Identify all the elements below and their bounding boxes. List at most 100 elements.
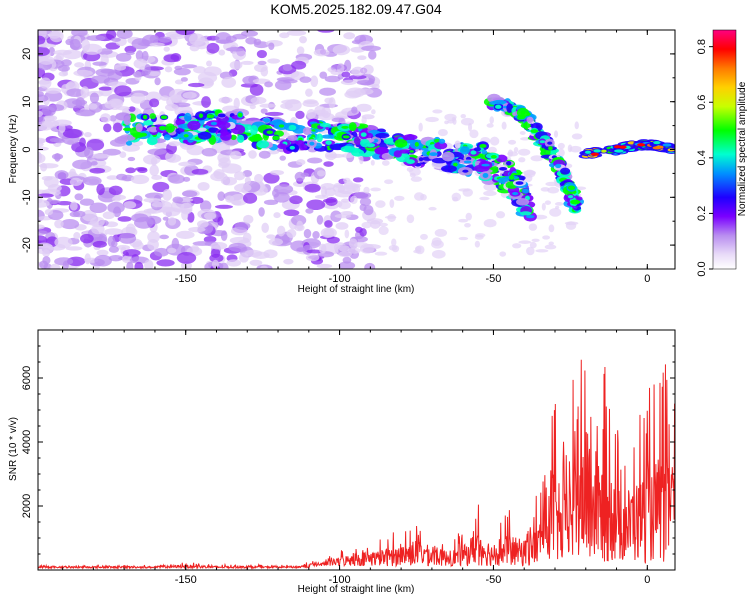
- spectrogram-blob: [378, 222, 388, 227]
- spectrogram-blob: [38, 163, 59, 169]
- spectrogram-blob: [361, 45, 382, 52]
- spectrogram-blob: [128, 106, 136, 112]
- spectrogram-blob: [60, 218, 80, 230]
- spectrogram-blob: [318, 243, 327, 254]
- spectrogram-blob: [277, 225, 286, 237]
- spectrogram-blob: [102, 211, 115, 220]
- spectrogram-blob: [209, 253, 224, 263]
- spectrogram-blob: [165, 151, 176, 163]
- spectrogram-blob: [58, 123, 66, 134]
- spectrogram-blob: [324, 75, 341, 83]
- spectrogram-blob: [259, 103, 277, 108]
- spectrogram-blob: [108, 246, 120, 253]
- spectrogram-blob: [132, 71, 144, 78]
- spectrogram-blob: [49, 263, 61, 269]
- spectrogram-blob: [214, 204, 233, 209]
- spectrogram-blob: [110, 37, 121, 42]
- spectrogram-blob: [125, 223, 136, 236]
- spectrogram-blob: [204, 212, 217, 220]
- spectrogram-blob: [197, 182, 210, 191]
- spectrogram-blob: [452, 118, 457, 125]
- spectrogram-blob: [108, 254, 124, 262]
- spectrogram-blob: [357, 55, 367, 61]
- spectrogram-blob: [188, 33, 206, 46]
- spectrogram-blob: [154, 77, 161, 86]
- spectrogram-blob: [409, 172, 416, 178]
- spectrogram-blob: [287, 135, 298, 141]
- spectrogram-blob: [460, 113, 467, 119]
- spectrogram-blob: [72, 159, 92, 170]
- spectrogram-blob: [319, 87, 336, 96]
- spectrogram-blob: [574, 186, 587, 191]
- spectrogram-blob: [44, 208, 53, 216]
- spectrogram-blob: [117, 216, 132, 222]
- spectrogram-blob: [261, 222, 269, 234]
- spectrogram-blob: [173, 67, 191, 76]
- spectrogram-blob: [341, 71, 351, 78]
- spectrogram-blob: [451, 192, 462, 202]
- spectrogram-blob: [43, 114, 58, 122]
- spectrogram-blob: [375, 132, 390, 139]
- spectrogram-blob: [158, 36, 172, 43]
- spectrogram-blob: [593, 149, 601, 153]
- spectrogram-blob: [226, 259, 242, 267]
- spectrogram-blob: [483, 219, 497, 228]
- spectrogram-blob: [564, 221, 579, 226]
- spectrogram-xtick-label: -150: [175, 273, 197, 285]
- spectrogram-blob: [323, 161, 334, 167]
- spectrogram-blob: [112, 122, 123, 133]
- spectrogram-blob: [129, 256, 150, 264]
- spectrogram-blob: [352, 177, 364, 183]
- spectrogram-blob: [187, 120, 201, 131]
- spectrogram-blob: [332, 44, 351, 56]
- spectrogram-blob: [218, 157, 231, 167]
- spectrogram-blob: [441, 151, 455, 162]
- spectrogram-blob: [53, 49, 72, 56]
- spectrogram-blob: [39, 77, 52, 89]
- spectrogram-blob: [465, 212, 473, 221]
- spectrogram-ytick-label: 0: [21, 146, 33, 152]
- spectrogram-blob: [237, 134, 245, 143]
- snr-ytick-label: 6000: [21, 366, 33, 390]
- spectrogram-blob: [141, 50, 149, 62]
- spectrogram-blob: [453, 162, 458, 167]
- spectrogram-blob: [102, 148, 121, 156]
- spectrogram-blob: [147, 231, 160, 243]
- spectrogram-blob: [282, 79, 298, 84]
- spectrogram-blob: [187, 211, 195, 223]
- spectrogram-blob: [486, 123, 494, 128]
- snr-y-axis-label: SNR (10 * v/v): [8, 417, 19, 481]
- spectrogram-blob: [234, 221, 251, 230]
- spectrogram-blob: [232, 200, 242, 206]
- spectrogram-blob: [410, 176, 423, 182]
- spectrogram-blob: [348, 74, 367, 80]
- spectrogram-blob: [273, 212, 281, 219]
- spectrogram-blob: [321, 186, 328, 198]
- spectrogram-blob: [320, 134, 337, 139]
- spectrogram-blob: [507, 149, 514, 157]
- snr-frame: [37, 329, 676, 571]
- spectrogram-blob: [203, 236, 217, 243]
- spectrogram-blob: [147, 148, 167, 155]
- spectrogram-blob: [230, 151, 242, 160]
- spectrogram-blob: [324, 97, 334, 104]
- spectrogram-blob: [232, 33, 248, 40]
- spectrogram-blob: [341, 125, 349, 129]
- spectrogram-blob: [100, 113, 111, 123]
- spectrogram-blob: [175, 230, 195, 239]
- spectrogram-blob: [354, 241, 369, 248]
- spectrogram-blob: [108, 185, 123, 196]
- spectrogram-blob: [378, 226, 389, 236]
- spectrogram-blob: [520, 110, 526, 115]
- spectrogram-blob: [217, 191, 226, 201]
- spectrogram-blob: [62, 128, 83, 139]
- spectrogram-blob: [560, 167, 571, 175]
- spectrogram-blob: [520, 122, 531, 129]
- spectrogram-blob: [288, 124, 297, 131]
- spectrogram-blob: [122, 127, 132, 132]
- spectrogram-blob: [75, 97, 86, 109]
- spectrogram-blob: [90, 161, 98, 166]
- spectrogram-blob: [307, 157, 323, 164]
- spectrogram-xtick-label: -50: [485, 273, 501, 285]
- spectrogram-blob: [501, 121, 507, 130]
